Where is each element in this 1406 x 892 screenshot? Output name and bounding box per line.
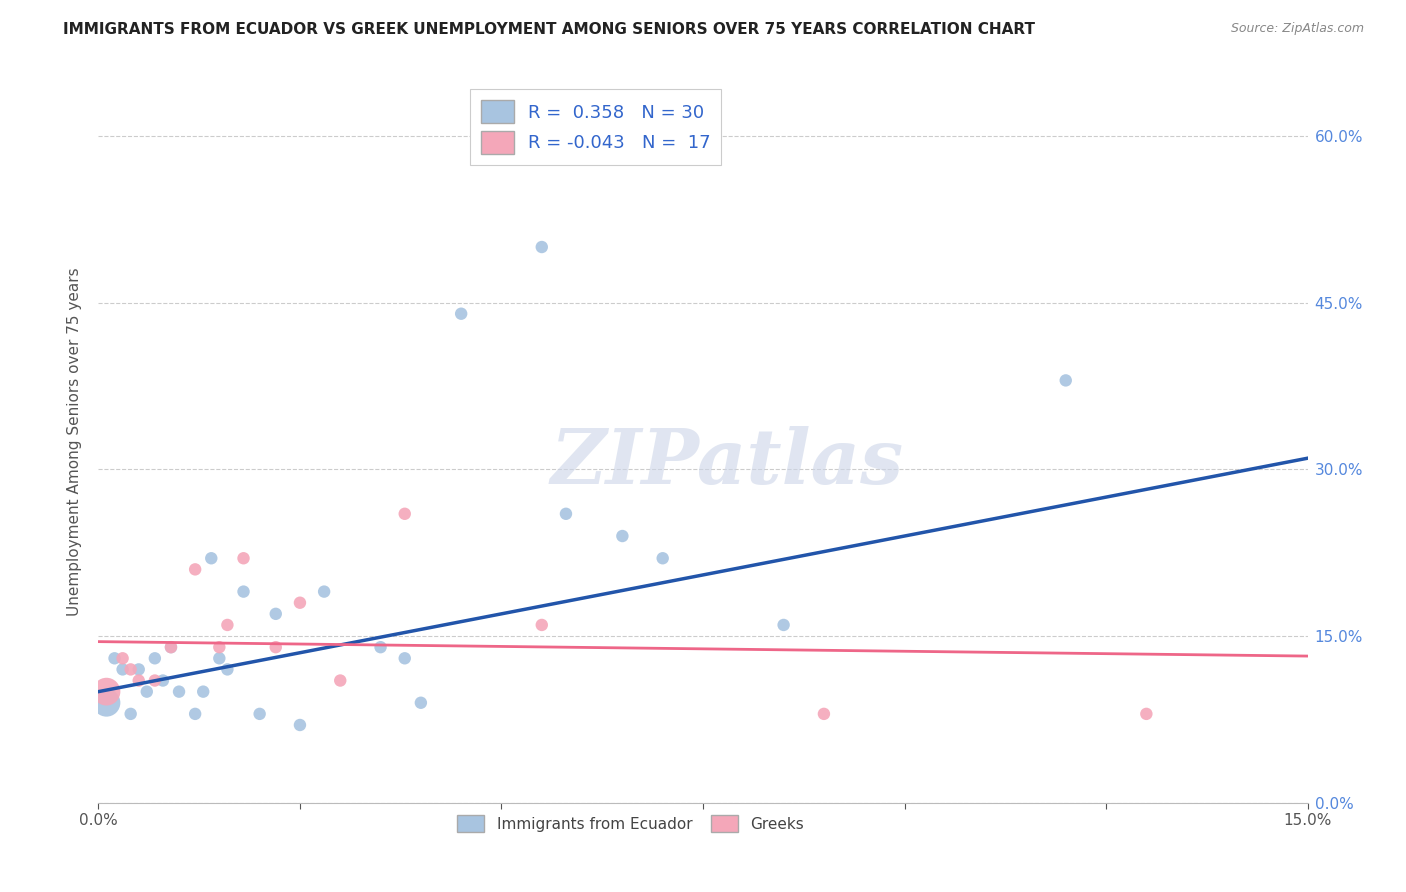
Point <box>143 673 166 688</box>
Point <box>288 596 311 610</box>
Point <box>813 706 835 721</box>
Point <box>249 706 271 721</box>
Point <box>394 507 416 521</box>
Point <box>120 662 142 676</box>
Point <box>111 662 134 676</box>
Point <box>208 640 231 655</box>
Point <box>111 651 134 665</box>
Point <box>651 551 673 566</box>
Point <box>103 651 125 665</box>
Point <box>200 551 222 566</box>
Text: IMMIGRANTS FROM ECUADOR VS GREEK UNEMPLOYMENT AMONG SENIORS OVER 75 YEARS CORREL: IMMIGRANTS FROM ECUADOR VS GREEK UNEMPLO… <box>63 22 1035 37</box>
Point <box>288 718 311 732</box>
Point <box>96 696 118 710</box>
Legend: Immigrants from Ecuador, Greeks: Immigrants from Ecuador, Greeks <box>451 809 810 838</box>
Point <box>128 673 150 688</box>
Point <box>232 551 254 566</box>
Point <box>120 706 142 721</box>
Point <box>160 640 183 655</box>
Point <box>612 529 634 543</box>
Point <box>217 618 239 632</box>
Point <box>370 640 392 655</box>
Point <box>160 640 183 655</box>
Point <box>329 673 352 688</box>
Point <box>394 651 416 665</box>
Point <box>232 584 254 599</box>
Point <box>217 662 239 676</box>
Point <box>530 240 553 254</box>
Point <box>1054 373 1077 387</box>
Text: ZIPatlas: ZIPatlas <box>551 426 904 500</box>
Point <box>314 584 336 599</box>
Point <box>193 684 215 698</box>
Point <box>530 618 553 632</box>
Y-axis label: Unemployment Among Seniors over 75 years: Unemployment Among Seniors over 75 years <box>67 268 83 615</box>
Point <box>409 696 432 710</box>
Point <box>450 307 472 321</box>
Point <box>143 651 166 665</box>
Point <box>184 562 207 576</box>
Point <box>184 706 207 721</box>
Point <box>264 640 287 655</box>
Point <box>135 684 157 698</box>
Point <box>128 662 150 676</box>
Point <box>167 684 190 698</box>
Point <box>152 673 174 688</box>
Point <box>208 651 231 665</box>
Point <box>772 618 794 632</box>
Text: Source: ZipAtlas.com: Source: ZipAtlas.com <box>1230 22 1364 36</box>
Point <box>264 607 287 621</box>
Point <box>1135 706 1157 721</box>
Point <box>96 684 118 698</box>
Point <box>555 507 578 521</box>
